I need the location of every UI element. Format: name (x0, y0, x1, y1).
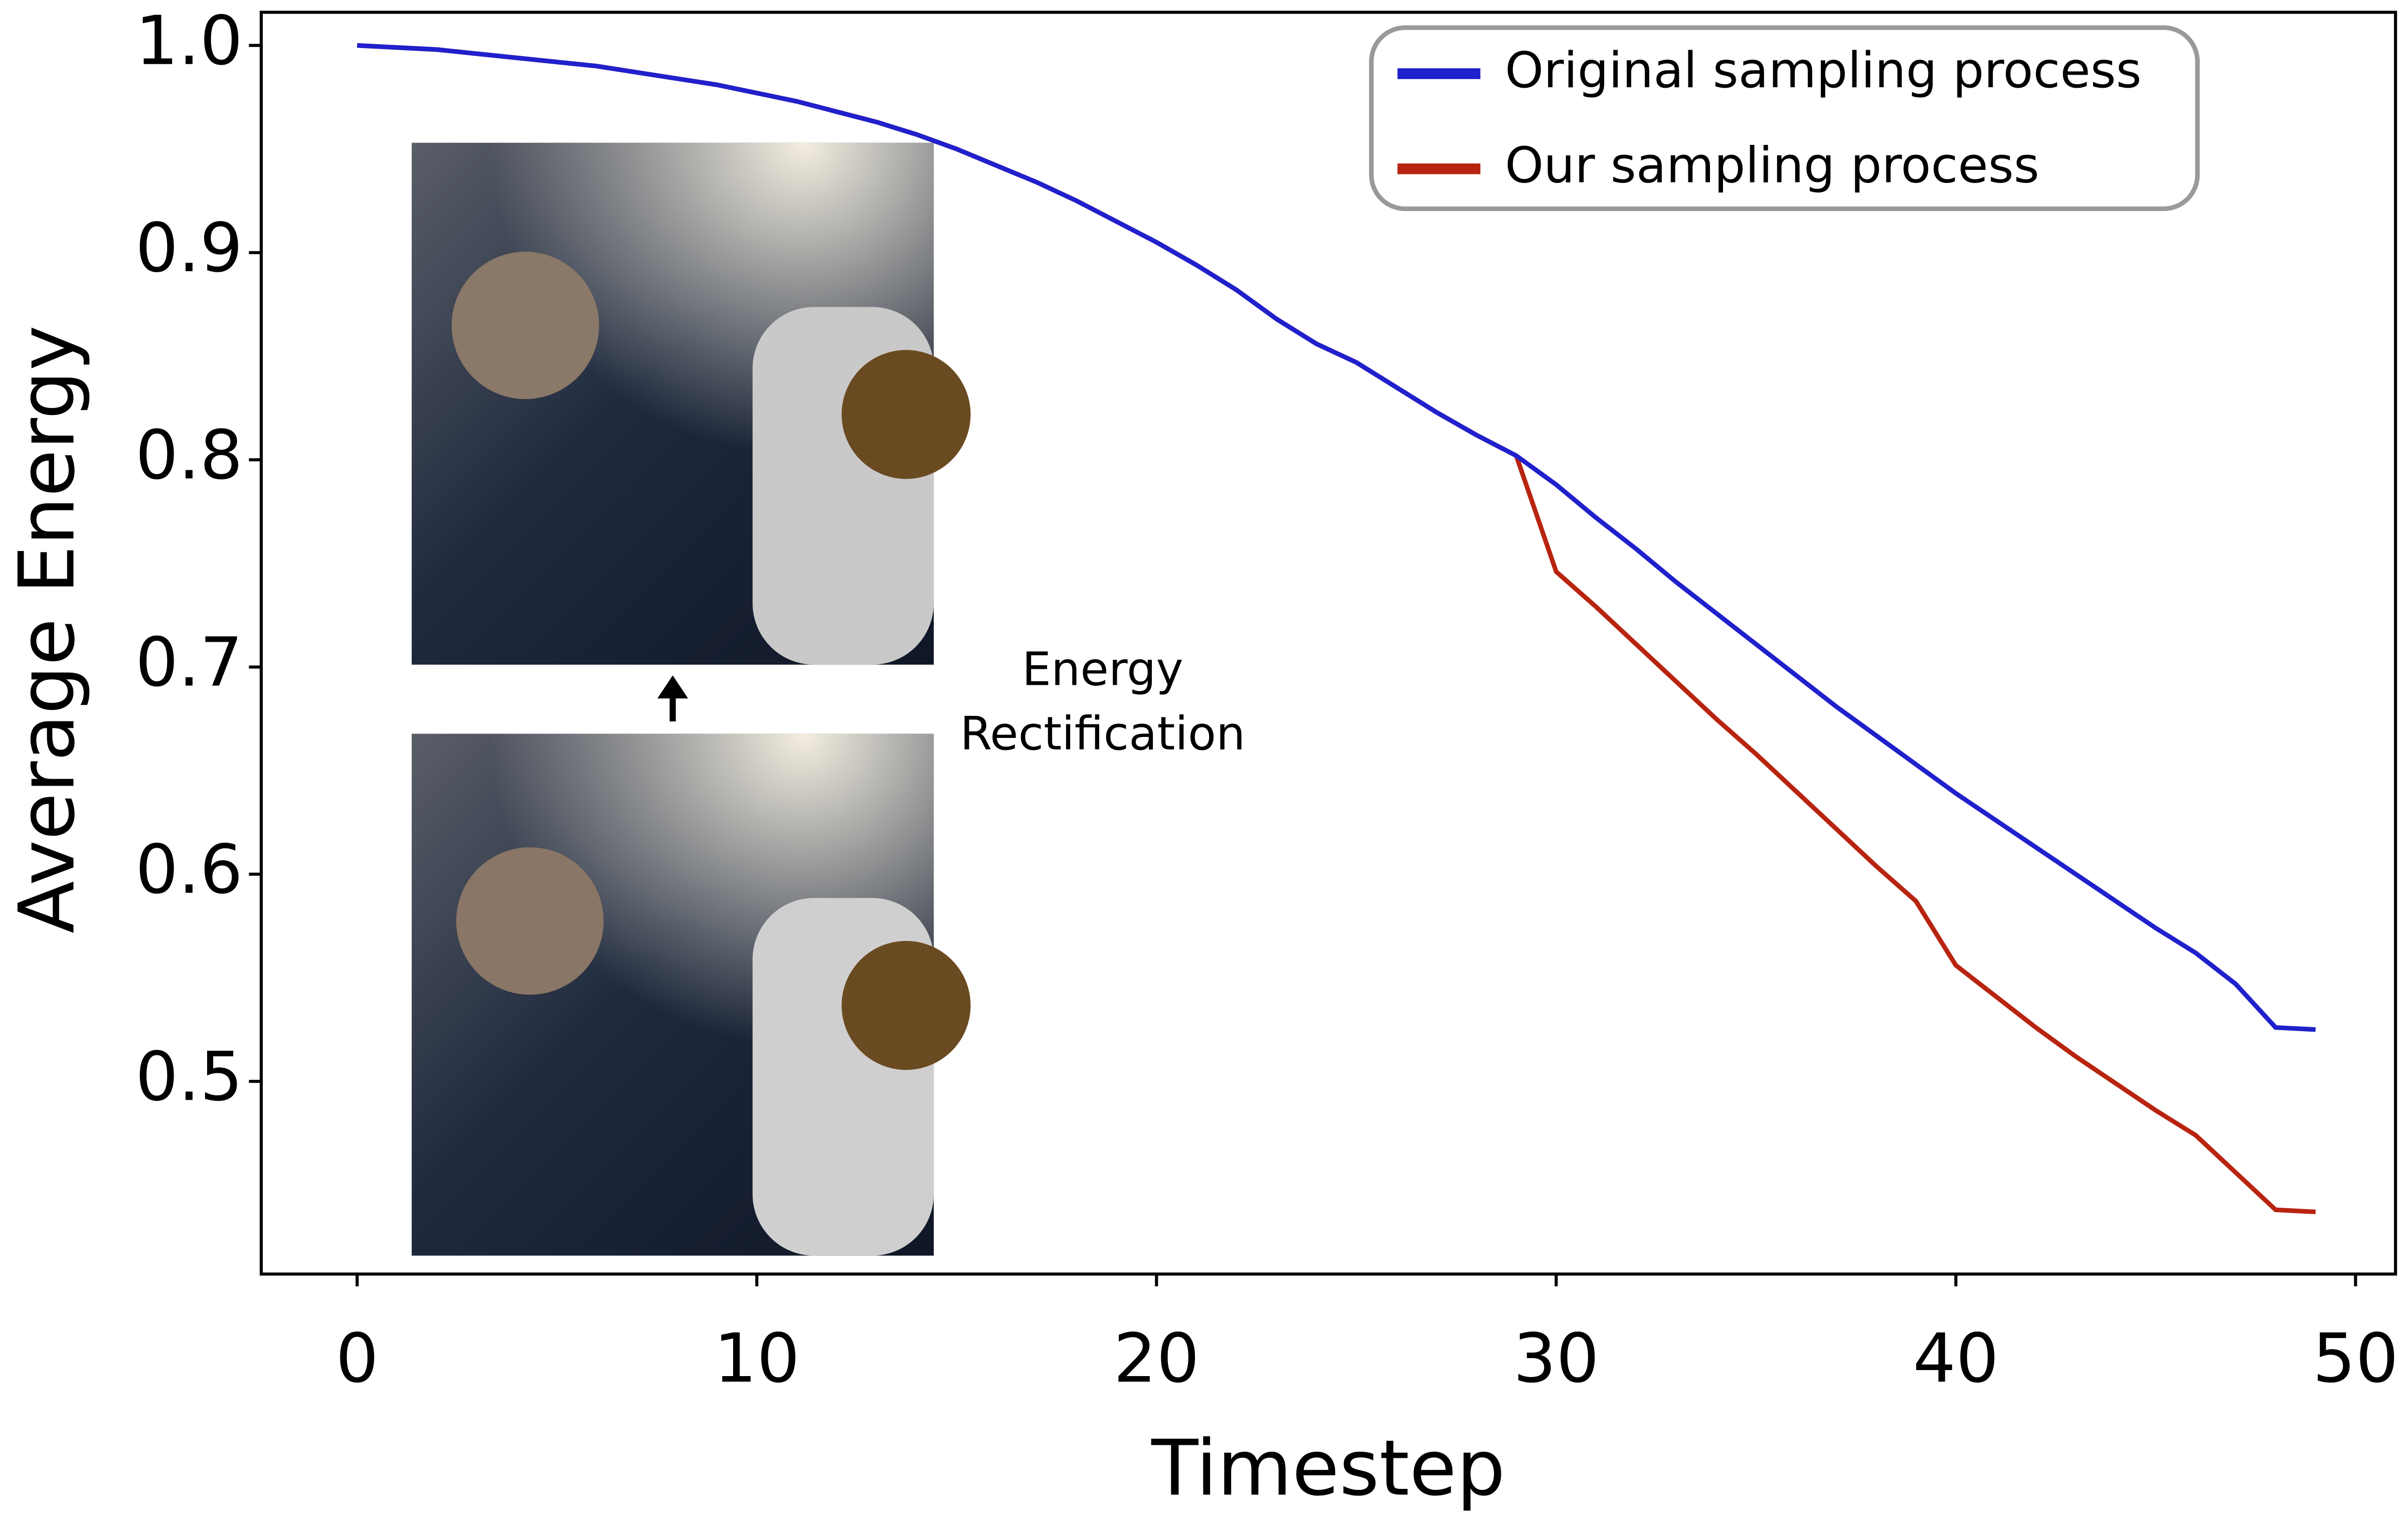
x-tick-label: 0 (335, 1319, 379, 1398)
legend-box (1369, 25, 2200, 212)
y-tick-label: 0.7 (135, 623, 243, 702)
inset-image-bottom (412, 733, 971, 1256)
legend-label: Our sampling process (1505, 137, 2039, 195)
x-tick-label: 30 (1513, 1319, 1599, 1398)
y-tick-label: 0.5 (135, 1037, 243, 1116)
x-tick-label: 40 (1913, 1319, 1999, 1398)
plot-frame (259, 11, 2397, 1276)
x-axis-label: Timestep (1151, 1424, 1505, 1513)
annotation: Rectification (960, 707, 1245, 760)
x-tick-label: 10 (714, 1319, 800, 1398)
y-tick-label: 0.9 (135, 209, 243, 287)
y-tick-label: 1.0 (135, 2, 243, 80)
y-axis-label: Average Energy (3, 325, 92, 933)
x-tick-label: 20 (1114, 1319, 1199, 1398)
annotation: Energy (1022, 643, 1183, 696)
x-tick-label: 50 (2313, 1319, 2398, 1398)
y-tick-label: 0.6 (135, 830, 243, 909)
series-line (357, 43, 2316, 1032)
legend-label: Original sampling process (1505, 42, 2142, 99)
arrow (657, 675, 689, 722)
inset-image-top (412, 142, 971, 665)
y-tick-label: 0.8 (135, 416, 243, 494)
